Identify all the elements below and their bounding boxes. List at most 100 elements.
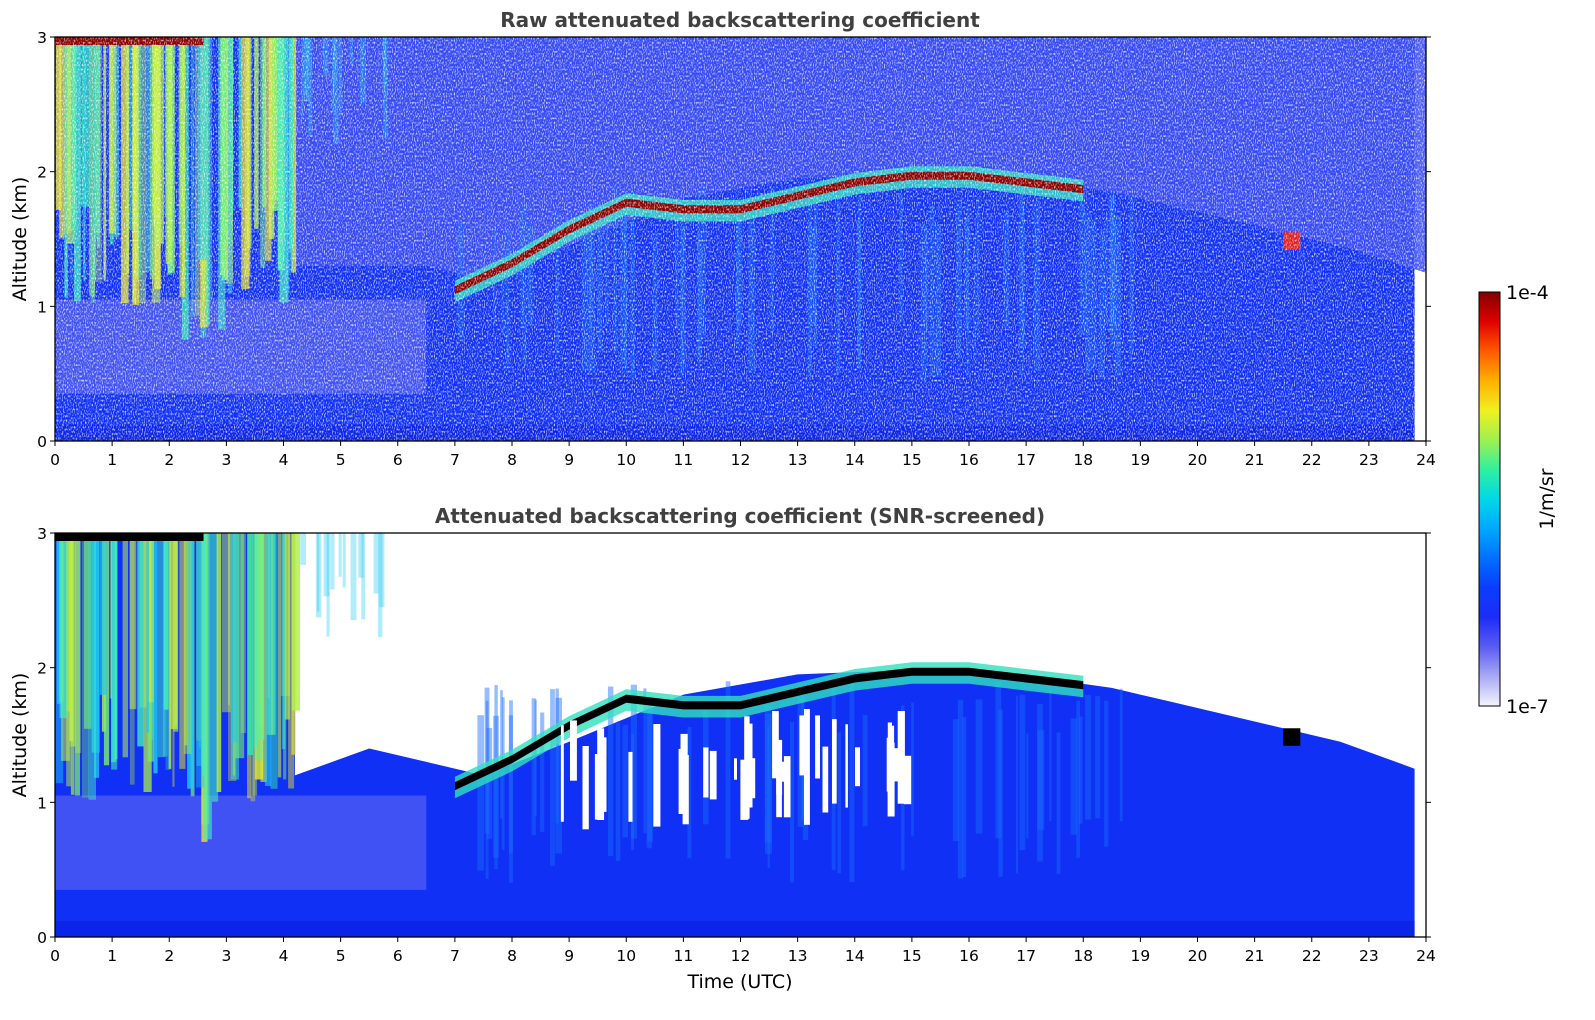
snr-gap bbox=[594, 754, 601, 820]
x-tick-label: 23 bbox=[1359, 451, 1379, 469]
snr-gap bbox=[772, 711, 779, 779]
aerosol-streak bbox=[1076, 700, 1081, 858]
aerosol-streak bbox=[486, 728, 493, 839]
x-tick-label: 19 bbox=[1131, 947, 1151, 965]
x-tick-label: 9 bbox=[564, 451, 574, 469]
x-tick-label: 1 bbox=[107, 451, 117, 469]
aerosol-streak bbox=[485, 700, 489, 879]
x-tick-label: 18 bbox=[1073, 451, 1093, 469]
aerosol-streak bbox=[323, 533, 330, 597]
panel-2-ylabel: Altitude (km) bbox=[9, 673, 31, 798]
aerosol-streak bbox=[179, 533, 186, 769]
x-tick-label: 16 bbox=[959, 451, 979, 469]
y-tick-label: 1 bbox=[37, 794, 47, 812]
snr-gap bbox=[734, 758, 737, 780]
aerosol-streak bbox=[221, 533, 231, 713]
aerosol-streak bbox=[74, 533, 80, 796]
panel-2-xlabel: Time (UTC) bbox=[686, 971, 792, 993]
snr-gap bbox=[778, 745, 782, 778]
cloud-layer bbox=[454, 662, 1301, 799]
aerosol-streak bbox=[725, 681, 731, 859]
y-tick-label: 3 bbox=[37, 29, 47, 47]
x-tick-label: 18 bbox=[1073, 947, 1093, 965]
surface-band bbox=[55, 920, 1415, 937]
aerosol-streak bbox=[196, 533, 205, 788]
aerosol-streaks bbox=[55, 533, 1123, 883]
x-tick-label: 0 bbox=[50, 947, 60, 965]
aerosol-streak bbox=[280, 533, 290, 697]
top-cloud bbox=[55, 533, 204, 541]
x-tick-label: 11 bbox=[674, 451, 694, 469]
aerosol-streak bbox=[109, 533, 113, 699]
aerosol-streak bbox=[326, 533, 330, 637]
aerosol-streak bbox=[227, 533, 230, 705]
pale-region bbox=[55, 795, 427, 890]
colorbar-max-label: 1e-4 bbox=[1506, 282, 1549, 304]
aerosol-streak bbox=[230, 533, 239, 743]
aerosol-streak bbox=[315, 533, 322, 618]
aerosol-streak bbox=[555, 688, 559, 824]
aerosol-streak bbox=[173, 533, 179, 732]
aerosol-streak bbox=[342, 533, 346, 588]
aerosol-streak bbox=[1037, 704, 1043, 862]
aerosol-streak bbox=[291, 533, 300, 711]
x-tick-label: 4 bbox=[279, 451, 289, 469]
snr-gap bbox=[570, 720, 577, 781]
aerosol-streak bbox=[198, 533, 202, 748]
aerosol-streak bbox=[975, 699, 983, 834]
aerosol-streak bbox=[202, 533, 206, 776]
aerosol-streak bbox=[330, 533, 335, 590]
x-tick-label: 11 bbox=[674, 947, 694, 965]
aerosol-streak bbox=[500, 690, 503, 819]
x-tick-label: 16 bbox=[959, 947, 979, 965]
x-tick-label: 21 bbox=[1245, 451, 1265, 469]
snr-gap bbox=[799, 715, 804, 776]
x-tick-label: 6 bbox=[393, 947, 403, 965]
aerosol-streak bbox=[1104, 700, 1109, 847]
colorbar: 1e-4 1e-7 1/m/sr bbox=[1478, 282, 1558, 718]
aerosol-streak bbox=[767, 726, 770, 869]
x-tick-label: 21 bbox=[1245, 947, 1265, 965]
panel-1-x-axis: 0 1 2 3 4 5 6 7 8 9 10 11 12 13 14 15 16 17 18 19 20 21 22 23 24 bbox=[50, 441, 1436, 469]
aerosol-streak bbox=[509, 700, 513, 883]
aerosol-streak bbox=[277, 533, 282, 778]
snr-gap bbox=[709, 750, 717, 800]
aerosol-streak bbox=[1095, 696, 1101, 819]
snr-gap bbox=[894, 748, 899, 782]
aerosol-streak bbox=[1037, 730, 1045, 830]
aerosol-streak bbox=[129, 533, 137, 710]
aerosol-streak bbox=[957, 699, 964, 879]
snr-gap bbox=[780, 761, 786, 782]
snr-gap bbox=[903, 755, 912, 805]
panel-1-plot-area bbox=[55, 37, 1426, 441]
aerosol-streak bbox=[607, 686, 614, 857]
aerosol-streak bbox=[281, 533, 286, 750]
aerosol-streak bbox=[765, 713, 772, 854]
snr-gap bbox=[628, 751, 633, 822]
colorbar-label: 1/m/sr bbox=[1536, 468, 1558, 529]
aerosol-streak bbox=[493, 715, 499, 858]
aerosol-streak bbox=[338, 533, 342, 577]
aerosol-streak bbox=[646, 705, 652, 849]
aerosol-streak bbox=[70, 533, 75, 795]
aerosol-streak bbox=[790, 722, 794, 883]
x-tick-label: 17 bbox=[1016, 451, 1036, 469]
aerosol-streak bbox=[122, 533, 128, 758]
x-tick-label: 12 bbox=[731, 451, 751, 469]
snr-gap bbox=[832, 719, 837, 804]
aerosol-streak bbox=[998, 709, 1003, 877]
snr-screened-gaps bbox=[560, 709, 912, 830]
aerosol-streak bbox=[81, 533, 89, 798]
snr-gap bbox=[804, 709, 810, 825]
aerosol-streak bbox=[995, 681, 1002, 839]
y-tick-label: 1 bbox=[37, 298, 47, 316]
x-tick-label: 24 bbox=[1416, 451, 1436, 469]
x-tick-label: 15 bbox=[902, 947, 922, 965]
aerosol-streak bbox=[1119, 688, 1123, 822]
aerosol-streak bbox=[216, 533, 222, 792]
panel-2-y-axis: 0 1 2 3 bbox=[37, 525, 1431, 947]
x-tick-label: 0 bbox=[50, 451, 60, 469]
snr-gap bbox=[582, 746, 589, 830]
x-tick-label: 14 bbox=[845, 451, 865, 469]
aerosol-streak bbox=[962, 717, 967, 878]
